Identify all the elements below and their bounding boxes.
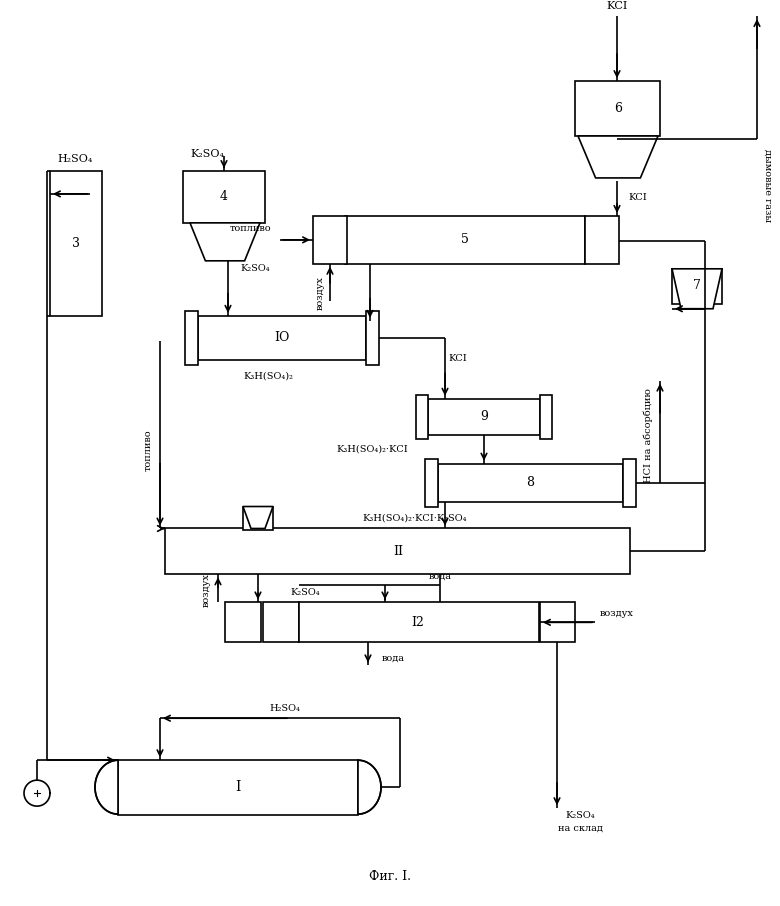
Text: IO: IO xyxy=(275,332,289,344)
Text: 6: 6 xyxy=(614,101,622,114)
Text: 7: 7 xyxy=(693,279,701,293)
Text: 4: 4 xyxy=(220,190,228,204)
Bar xyxy=(118,760,358,815)
Text: НСI на абсорбцию: НСI на абсорбцию xyxy=(644,388,653,483)
Bar xyxy=(416,395,428,439)
Text: K₃H(SO₄)₂: K₃H(SO₄)₂ xyxy=(243,371,293,381)
Text: воздух: воздух xyxy=(315,275,324,310)
Bar xyxy=(366,311,379,365)
Text: I2: I2 xyxy=(412,616,424,629)
Text: воздух: воздух xyxy=(600,609,634,618)
Bar xyxy=(225,602,261,642)
Bar xyxy=(540,395,552,439)
Bar xyxy=(313,216,347,264)
Polygon shape xyxy=(578,136,658,178)
Text: топливо: топливо xyxy=(229,225,271,234)
Text: K₂SO₄: K₂SO₄ xyxy=(240,265,270,274)
Bar xyxy=(299,602,539,642)
Bar xyxy=(428,399,540,435)
Polygon shape xyxy=(95,760,118,814)
Text: на склад: на склад xyxy=(558,824,602,833)
Bar xyxy=(243,506,273,531)
Text: KСI: KСI xyxy=(629,193,647,202)
Bar xyxy=(185,311,198,365)
Polygon shape xyxy=(190,223,260,261)
Polygon shape xyxy=(358,760,381,814)
Bar xyxy=(198,316,366,360)
Text: воздух: воздух xyxy=(201,573,211,607)
Bar xyxy=(345,216,585,264)
Text: I: I xyxy=(236,780,241,795)
Polygon shape xyxy=(24,780,50,806)
Bar xyxy=(263,602,299,642)
Bar xyxy=(165,528,630,574)
Bar xyxy=(438,464,623,502)
Text: K₃H(SO₄)₂·KСI: K₃H(SO₄)₂·KСI xyxy=(336,444,408,453)
Text: Фиг. I.: Фиг. I. xyxy=(369,870,411,882)
Bar xyxy=(183,171,265,223)
Polygon shape xyxy=(243,506,273,528)
Bar xyxy=(623,458,636,506)
Bar xyxy=(672,269,722,304)
Text: KСI: KСI xyxy=(448,354,467,363)
Text: K₂SO₄: K₂SO₄ xyxy=(566,811,595,820)
Text: K₂SO₄: K₂SO₄ xyxy=(290,588,320,597)
Text: K₂SO₄: K₂SO₄ xyxy=(190,149,224,159)
Text: дымовые газы: дымовые газы xyxy=(764,149,772,223)
Text: H₂SO₄: H₂SO₄ xyxy=(57,154,92,164)
Text: 8: 8 xyxy=(526,476,534,489)
Text: вода: вода xyxy=(428,572,452,581)
Bar xyxy=(585,216,619,264)
Bar xyxy=(425,458,438,506)
Bar xyxy=(540,602,575,642)
Text: II: II xyxy=(393,545,403,558)
Polygon shape xyxy=(672,269,722,309)
Text: вода: вода xyxy=(381,654,405,663)
Text: топливо: топливо xyxy=(144,429,153,471)
Text: H₂SO₄: H₂SO₄ xyxy=(270,704,300,713)
Bar xyxy=(50,171,102,316)
Text: KСI: KСI xyxy=(606,1,628,11)
Text: 9: 9 xyxy=(480,410,488,423)
Text: K₃H(SO₄)₂·KСI·K₂SO₄: K₃H(SO₄)₂·KСI·K₂SO₄ xyxy=(363,514,467,523)
Text: 3: 3 xyxy=(72,237,80,250)
Bar xyxy=(575,81,660,136)
Text: 5: 5 xyxy=(461,234,469,246)
